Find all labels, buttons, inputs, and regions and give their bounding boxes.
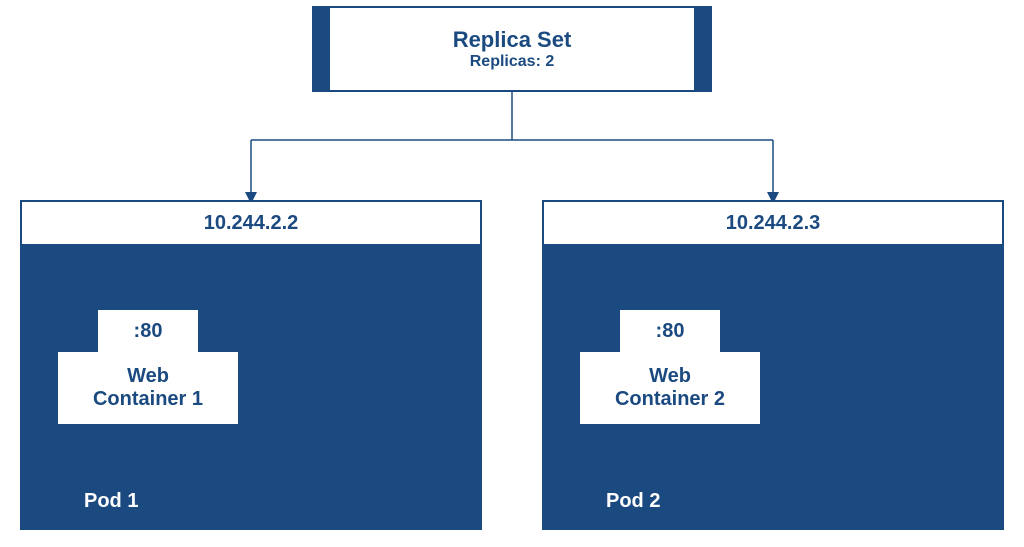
pod-1-body: :80 Web Container 1 Pod 1 [22, 244, 480, 528]
pod-2-port: :80 [620, 310, 720, 352]
replicaset-text: Replica Set Replicas: 2 [453, 27, 572, 71]
replicaset-subtitle: Replicas: 2 [453, 53, 572, 71]
pod-2-body: :80 Web Container 2 Pod 2 [544, 244, 1002, 528]
pod-2-container: Web Container 2 [580, 352, 760, 424]
pod-1-port: :80 [98, 310, 198, 352]
pod-1: 10.244.2.2 :80 Web Container 1 Pod 1 [20, 200, 482, 530]
replicaset-right-stripe [694, 8, 710, 90]
pod-2: 10.244.2.3 :80 Web Container 2 Pod 2 [542, 200, 1004, 530]
pod-1-ip-header: 10.244.2.2 [22, 202, 480, 244]
pod-2-ip-header: 10.244.2.3 [544, 202, 1002, 244]
pod-2-label: Pod 2 [606, 490, 660, 513]
replicaset-title: Replica Set [453, 27, 572, 53]
pod-1-container: Web Container 1 [58, 352, 238, 424]
replicaset-node: Replica Set Replicas: 2 [312, 6, 712, 92]
replicaset-left-stripe [314, 8, 330, 90]
diagram-stage: Replica Set Replicas: 2 10.244.2.2 :80 W… [0, 0, 1024, 547]
pod-1-label: Pod 1 [84, 490, 138, 513]
